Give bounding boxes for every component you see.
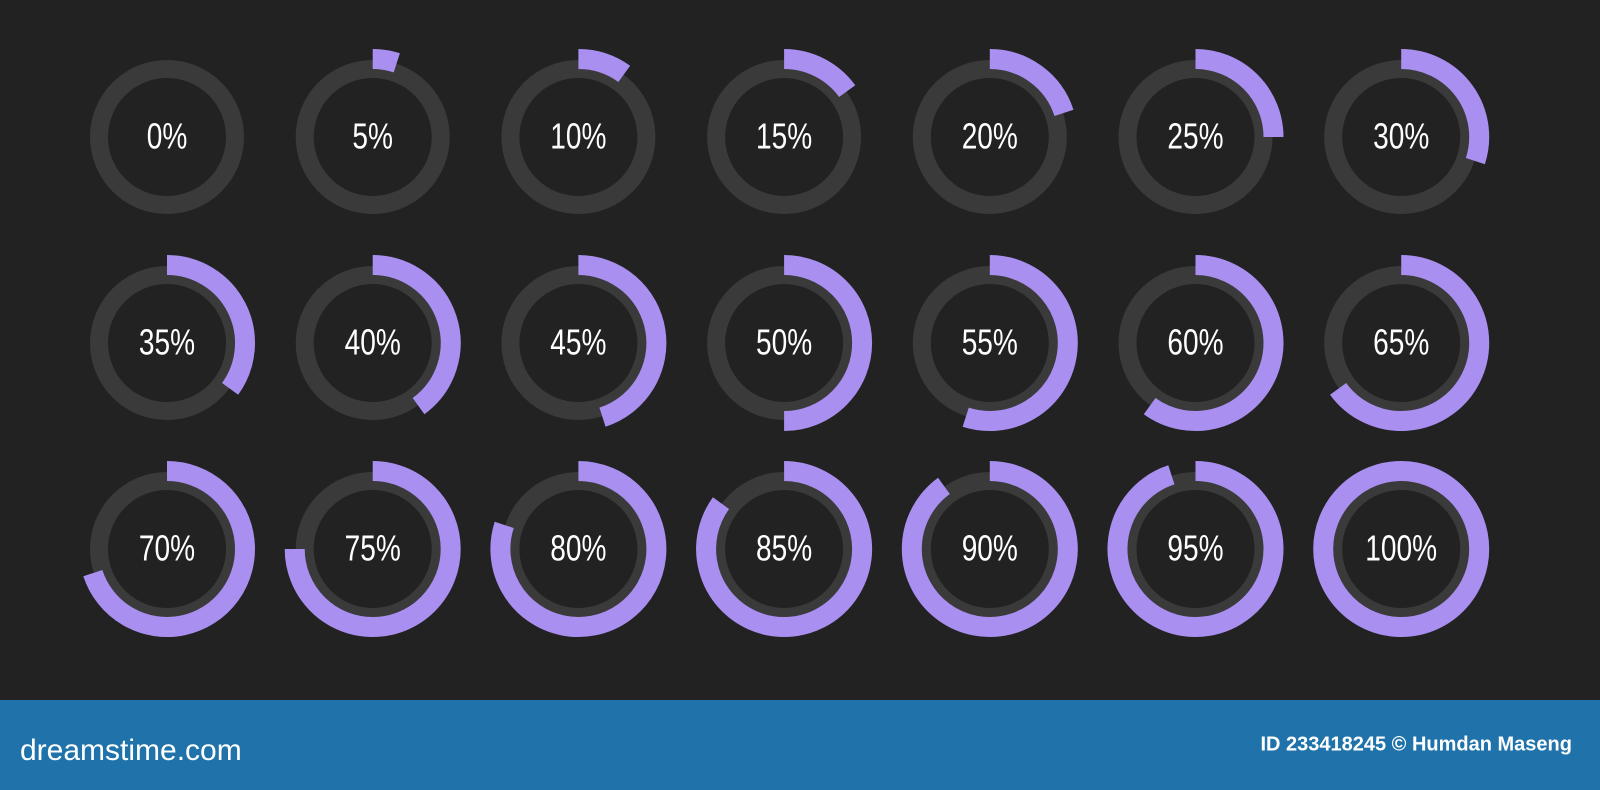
- credit: ID 233418245 © Humdan Maseng: [1260, 733, 1572, 755]
- value-label: 90%: [962, 528, 1018, 568]
- value-label: 100%: [1365, 528, 1437, 568]
- value-label: 55%: [962, 322, 1018, 362]
- progress-arc: [783, 49, 856, 98]
- value-label: 60%: [1167, 322, 1223, 362]
- value-label: 5%: [352, 116, 393, 156]
- progress-arc: [372, 255, 461, 415]
- progress-arc: [490, 461, 667, 637]
- value-label: 85%: [756, 528, 812, 568]
- value-label: 65%: [1373, 322, 1429, 362]
- progress-arc: [284, 461, 461, 637]
- progress-arc: [989, 49, 1074, 117]
- progress-arc: [1107, 461, 1284, 637]
- value-label: 80%: [550, 528, 606, 568]
- value-label: 50%: [756, 322, 812, 362]
- value-label: 10%: [550, 116, 606, 156]
- progress-arc: [166, 255, 255, 395]
- value-label: 0%: [147, 116, 188, 156]
- value-label: 45%: [550, 322, 606, 362]
- progress-arc: [783, 255, 873, 431]
- progress-arc: [1400, 49, 1490, 165]
- progress-arc: [696, 461, 873, 637]
- progress-arc: [372, 49, 400, 73]
- value-label: 30%: [1373, 116, 1429, 156]
- value-label: 25%: [1167, 116, 1223, 156]
- footer-bar: [0, 700, 1600, 790]
- track: [90, 60, 244, 214]
- progress-arc: [1195, 49, 1284, 138]
- brand: dreamstime.com: [20, 734, 242, 767]
- progress-arc: [962, 255, 1078, 431]
- value-label: 95%: [1167, 528, 1223, 568]
- value-label: 70%: [139, 528, 195, 568]
- progress-arc: [578, 255, 667, 427]
- value-label: 20%: [962, 116, 1018, 156]
- value-label: 40%: [345, 322, 401, 362]
- value-label: 35%: [139, 322, 195, 362]
- progress-arc: [1143, 255, 1284, 431]
- progress-arc: [1330, 255, 1490, 431]
- progress-arc: [83, 461, 255, 637]
- value-label: 15%: [756, 116, 812, 156]
- progress-arc: [1313, 461, 1490, 637]
- progress-arc: [577, 49, 631, 83]
- value-label: 75%: [345, 528, 401, 568]
- progress-arc: [901, 461, 1078, 637]
